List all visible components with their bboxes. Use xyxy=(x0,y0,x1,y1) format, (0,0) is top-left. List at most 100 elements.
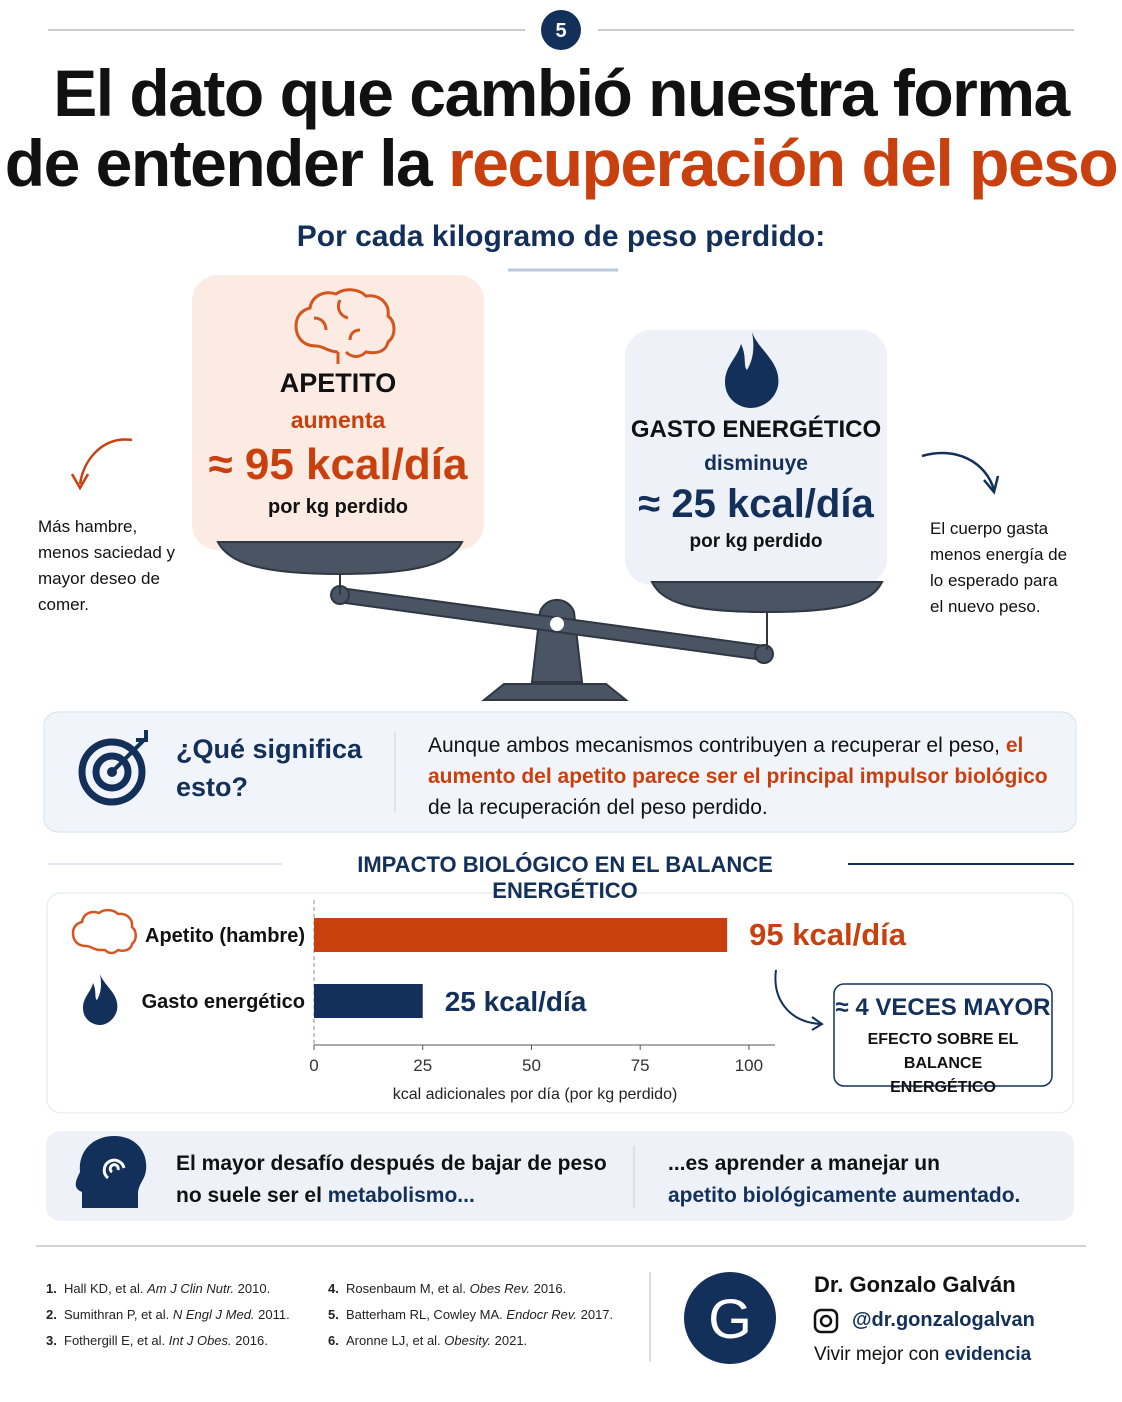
chart-title: IMPACTO BIOLÓGICO EN EL BALANCE ENERGÉTI… xyxy=(357,852,773,903)
brain-icon xyxy=(294,288,396,364)
bottom-box xyxy=(46,1131,1074,1221)
handle: @dr.gonzalogalvan xyxy=(852,1309,1035,1331)
year: 2010. xyxy=(237,1281,271,1296)
reference-number: 5. xyxy=(328,1307,339,1322)
flame-icon xyxy=(725,332,779,408)
category-label: Apetito (hambre) xyxy=(145,925,305,947)
label: GASTO ENERGÉTICO xyxy=(630,416,882,443)
journal: N Engl J Med. xyxy=(172,1307,255,1322)
text: de la recuperación del peso perdido. xyxy=(428,796,768,819)
text: El mayor desafío después de bajar de pes… xyxy=(176,1152,607,1207)
verb: aumenta xyxy=(290,407,386,433)
journal: Am J Clin Nutr. xyxy=(147,1281,235,1296)
note: El cuerpo gasta menos energía de lo espe… xyxy=(930,519,1068,616)
references: 4. Rosenbaum M, et al. Obes Rev. 2016. 5. B… xyxy=(328,1281,613,1359)
expenditure-card xyxy=(625,330,887,585)
value-label: 95 kcal/día xyxy=(749,917,907,952)
x-tick-label: 50 xyxy=(522,1056,541,1075)
arrow xyxy=(921,451,996,491)
bar-chart: 0 25 50 75 100 kcal adicionales por día (por … xyxy=(142,900,907,1103)
year: 2021. xyxy=(494,1333,528,1348)
author-name: Dr. Gonzalo Galván xyxy=(814,1272,1016,1297)
authors: Sumithran P, et al. xyxy=(64,1307,170,1322)
reference: 2. Sumithran P, et al. N Engl J Med. 2011… xyxy=(46,1307,290,1322)
journal: Obes Rev. xyxy=(469,1281,531,1296)
reference-number: 3. xyxy=(46,1333,57,1348)
highlight: apetito biológicamente aumentado. xyxy=(668,1184,1021,1207)
logo: G xyxy=(708,1287,752,1350)
annotation-title: ≈ 4 VECES MAYOR xyxy=(835,994,1051,1021)
text: ...es aprender a manejar un xyxy=(668,1152,940,1175)
title-line: de entender la recuperación del peso xyxy=(0,128,1122,198)
x-tick-label: 25 xyxy=(413,1056,432,1075)
chart-box xyxy=(46,892,1074,1114)
challenge: El mayor desafío después de bajar de pes… xyxy=(176,1148,626,1212)
per: por kg perdido xyxy=(689,531,823,552)
value-label: 25 kcal/día xyxy=(445,986,587,1017)
solution: ...es aprender a manejar un apetito biol… xyxy=(668,1148,1068,1212)
instagram-icon xyxy=(813,1308,839,1334)
expenditure: GASTO ENERGÉTICO disminuye ≈ 25 kcal/día… xyxy=(625,416,887,553)
brain-icon xyxy=(71,908,137,955)
journal: Endocr Rev. xyxy=(506,1307,577,1322)
reference: 3. Fothergill E, et al. Int J Obes. 2016. xyxy=(46,1333,290,1348)
authors: Hall KD, et al. xyxy=(64,1281,144,1296)
title-text: de entender la xyxy=(4,126,433,200)
value: ≈ 25 kcal/día xyxy=(638,482,874,526)
x-tick-label: 100 xyxy=(735,1056,763,1075)
highlight: evidencia xyxy=(944,1344,1032,1365)
reference-number: 2. xyxy=(46,1307,57,1322)
target-icon xyxy=(78,738,146,806)
pivot xyxy=(550,617,564,631)
subtitle: Por cada kilogramo de peso perdido: xyxy=(296,220,826,253)
year: 2011. xyxy=(258,1307,290,1322)
category-label: Gasto energético xyxy=(142,991,305,1013)
authors: Aronne LJ, et al. xyxy=(346,1333,441,1348)
question: ¿Qué significa esto? xyxy=(176,734,363,802)
verb: disminuye xyxy=(704,452,808,475)
x-axis-label: kcal adicionales por día (por kg perdido… xyxy=(393,1086,678,1103)
reference: 1. Hall KD, et al. Am J Clin Nutr. 2010. xyxy=(46,1281,290,1296)
meaning-box xyxy=(43,711,1077,833)
year: 2017. xyxy=(580,1307,614,1322)
per: por kg perdido xyxy=(268,496,408,518)
instagram-lens xyxy=(819,1314,833,1328)
text: Vivir mejor con xyxy=(814,1344,940,1365)
title: El dato que cambió nuestra forma de ente… xyxy=(0,58,1122,198)
bar xyxy=(314,918,728,952)
logo-circle xyxy=(684,1272,776,1364)
text: Aunque ambos mecanismos contribuyen a re… xyxy=(428,734,1000,757)
annotation-text: EFECTO SOBRE EL BALANCE ENERGÉTICO xyxy=(867,1031,1019,1096)
references: 1. Hall KD, et al. Am J Clin Nutr. 2010. 2… xyxy=(46,1281,290,1359)
badge-circle xyxy=(541,10,581,50)
appetite-card xyxy=(192,275,484,550)
tagline: Vivir mejor con evidencia xyxy=(814,1344,1031,1366)
arrow xyxy=(78,438,133,485)
target-arrow xyxy=(110,730,148,774)
reference: 6. Aronne LJ, et al. Obesity. 2021. xyxy=(328,1333,613,1348)
appetite: APETITO aumenta ≈ 95 kcal/día por kg per… xyxy=(192,368,484,519)
journal: Int J Obes. xyxy=(168,1333,232,1348)
bar xyxy=(314,984,423,1018)
label: APETITO xyxy=(279,368,397,398)
authors: Fothergill E, et al. xyxy=(64,1333,166,1348)
x-tick-label: 75 xyxy=(631,1056,650,1075)
authors: Rosenbaum M, et al. xyxy=(346,1281,466,1296)
highlight: metabolismo... xyxy=(327,1184,475,1207)
reference-number: 4. xyxy=(328,1281,339,1296)
reference-number: 6. xyxy=(328,1333,339,1348)
head-symbol xyxy=(102,1158,126,1180)
flame-icon xyxy=(83,974,118,1025)
title-highlight: recuperación del peso xyxy=(448,126,1119,200)
annotation-box xyxy=(833,983,1053,1087)
reference: 4. Rosenbaum M, et al. Obes Rev. 2016. xyxy=(328,1281,613,1296)
reference-number: 1. xyxy=(46,1281,57,1296)
authors: Batterham RL, Cowley MA. xyxy=(346,1307,503,1322)
journal: Obesity. xyxy=(444,1333,492,1348)
badge: 5 xyxy=(555,20,566,42)
highlight: el aumento del apetito parece ser el pri… xyxy=(428,734,1048,788)
meaning-text: Aunque ambos mecanismos contribuyen a re… xyxy=(428,730,1048,823)
year: 2016. xyxy=(235,1333,268,1348)
